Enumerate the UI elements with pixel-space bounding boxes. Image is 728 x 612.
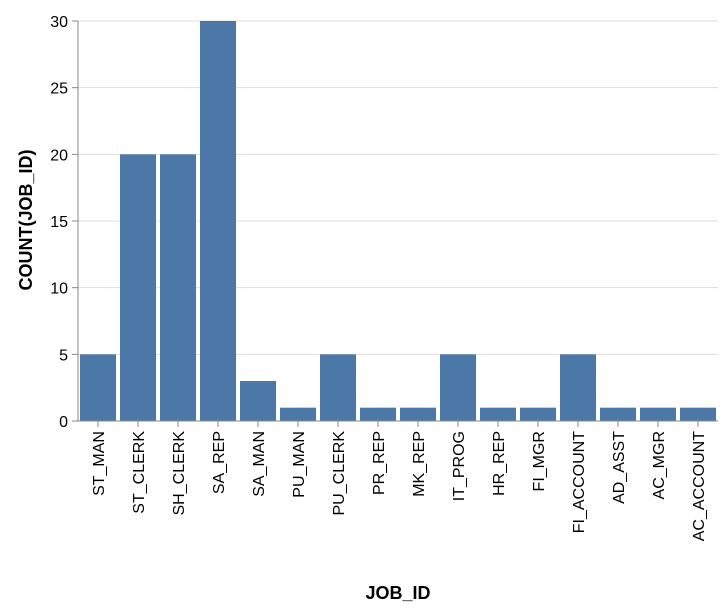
bar-hr-rep [480,407,516,421]
x-tick-label: ST_CLERK [131,431,148,514]
x-tick-label: AC_ACCOUNT [691,431,708,541]
x-tick-label: SA_MAN [251,431,268,497]
bar-sa-man [240,381,276,421]
y-tick-label: 25 [50,81,68,98]
x-tick-label: PR_REP [371,431,388,495]
y-tick-label: 5 [59,347,68,364]
bar-fi-mgr [520,407,556,421]
x-tick-label: PU_MAN [291,431,308,498]
bar-pr-rep [360,407,396,421]
bar-it-prog [440,354,476,421]
x-tick-label: ST_MAN [91,431,108,496]
bar-pu-clerk [320,354,356,421]
y-axis: 0 5 10 15 20 25 30 [50,14,79,431]
y-tick-label: 0 [59,414,68,431]
x-tick-label: IT_PROG [451,431,468,501]
y-tick-label: 30 [50,14,68,31]
bar-pu-man [280,407,316,421]
x-tick-label: FI_MGR [531,431,548,491]
x-axis: ST_MAN ST_CLERK SH_CLERK SA_REP SA_MAN PU_MAN… [78,420,718,541]
bars [80,21,716,422]
bar-st-clerk [120,154,156,422]
bar-ad-asst [600,407,636,421]
x-tick-label: MK_REP [411,431,428,497]
bar-ac-account [680,407,716,421]
x-axis-title: JOB_ID [365,583,430,603]
bar-mk-rep [400,407,436,421]
bar-fi-account [560,354,596,421]
x-tick-label: HR_REP [491,431,508,496]
y-tick-label: 10 [50,281,68,298]
y-axis-title: COUNT(JOB_ID) [16,149,36,290]
bar-sh-clerk [160,154,196,422]
bar-sa-rep [200,21,236,421]
x-tick-label: AC_MGR [651,431,668,499]
x-tick-label: PU_CLERK [331,431,348,516]
y-tick-label: 15 [50,214,68,231]
x-tick-label: AD_ASST [611,431,628,504]
x-tick-label: SA_REP [211,431,228,494]
x-tick-label: FI_ACCOUNT [571,431,588,533]
y-tick-label: 20 [50,147,68,164]
bar-st-man [80,354,116,421]
x-tick-label: SH_CLERK [171,431,188,516]
bar-ac-mgr [640,407,676,421]
